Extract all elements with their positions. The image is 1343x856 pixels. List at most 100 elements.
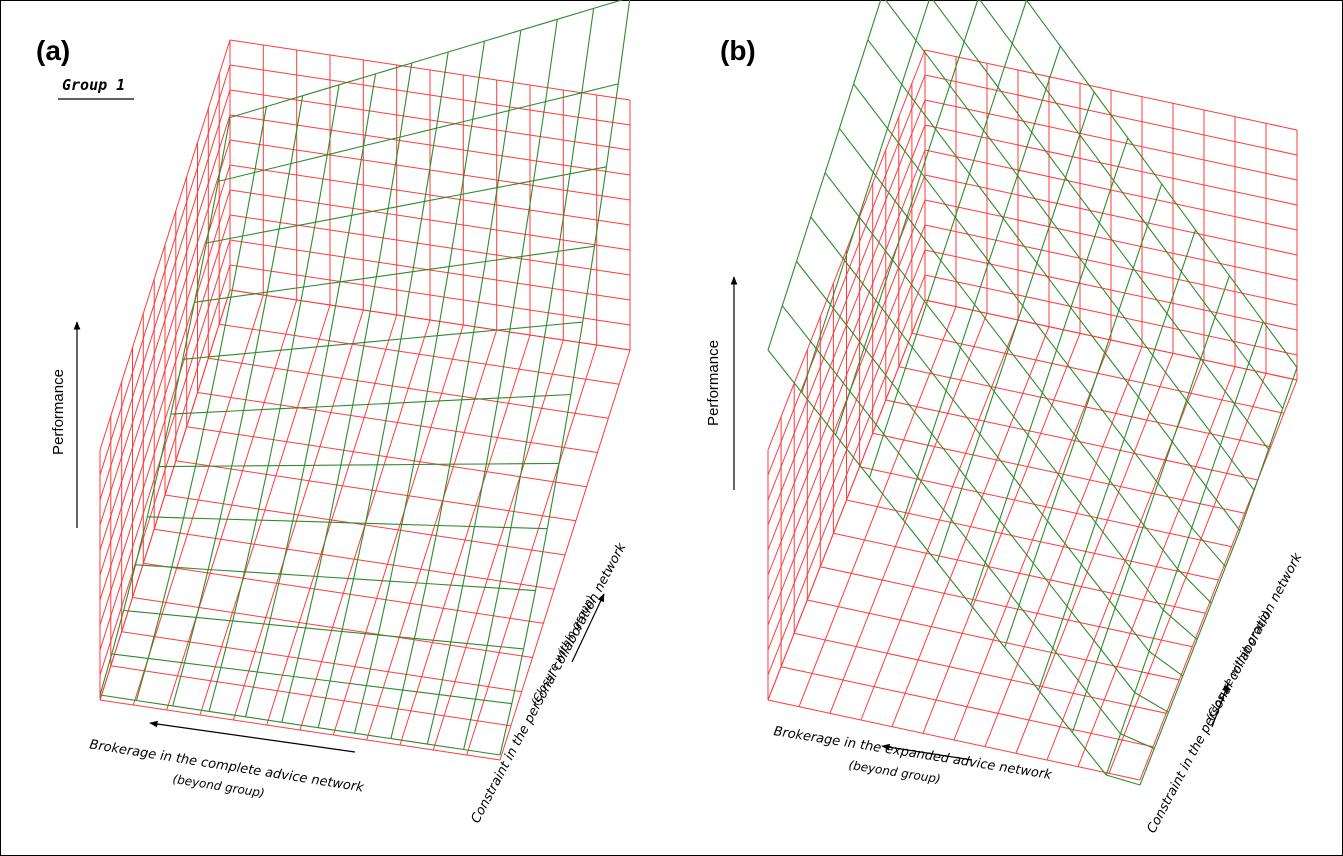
- surface-mesh-line: [1137, 355, 1154, 398]
- surface-mesh-line: [1253, 449, 1270, 491]
- surface-mesh-line: [424, 193, 462, 202]
- wall-grid-line: [99, 289, 231, 701]
- surface-mesh-line: [1095, 480, 1111, 523]
- surface-mesh-line: [269, 623, 306, 629]
- surface-mesh-line: [1066, 605, 1102, 650]
- surface-mesh-line: [427, 743, 464, 751]
- surface-mesh-line: [206, 235, 243, 244]
- wall-grid-line: [924, 49, 1298, 131]
- surface-mesh-line: [1171, 400, 1188, 442]
- surface-mesh-line: [1013, 435, 1029, 478]
- surface-mesh-line: [1080, 564, 1116, 609]
- surface-mesh-line: [520, 18, 558, 31]
- surface-mesh-line: [171, 566, 209, 571]
- surface-mesh-line: [1106, 774, 1141, 786]
- surface-mesh-line: [877, 260, 894, 305]
- surface-mesh-line: [974, 261, 990, 305]
- surface-mesh-line: [411, 51, 449, 64]
- wall-grid-line: [99, 214, 231, 626]
- surface-mesh-line: [1162, 568, 1179, 611]
- surface-mesh-line: [569, 92, 583, 174]
- floor-grid-line: [1015, 353, 1174, 754]
- surface-mesh-line: [389, 524, 403, 582]
- surface-mesh-line: [353, 685, 367, 734]
- surface-mesh-line: [1185, 358, 1202, 401]
- surface-mesh-line: [1219, 444, 1255, 491]
- surface-mesh-line: [1100, 607, 1116, 650]
- surface-mesh-line: [326, 84, 340, 155]
- surface-mesh-line: [509, 256, 523, 329]
- surface-mesh-line: [521, 180, 535, 257]
- surface-mesh-line: [219, 465, 233, 520]
- surface-mesh-line: [998, 477, 1015, 521]
- surface-mesh-line: [1282, 367, 1298, 409]
- surface-mesh-line: [328, 464, 342, 523]
- surface-mesh-line: [801, 348, 817, 393]
- wall-grid-line: [924, 274, 1298, 356]
- surface-mesh-line: [292, 465, 306, 522]
- surface-mesh-line: [328, 341, 365, 347]
- surface-mesh-line: [303, 281, 341, 288]
- surface-mesh-line: [1114, 566, 1131, 609]
- surface-mesh-line: [1089, 352, 1106, 395]
- wall-grid-line: [99, 39, 231, 451]
- surface-mesh-line: [1002, 175, 1019, 219]
- wall-grid-line: [229, 189, 631, 251]
- surface-mesh-line: [290, 95, 304, 164]
- surface-mesh-line: [534, 393, 571, 397]
- surface-mesh-line: [1095, 522, 1130, 567]
- surface-mesh-line: [1055, 307, 1072, 351]
- surface-mesh-line: [1038, 689, 1073, 733]
- surface-mesh-line: [450, 641, 488, 646]
- surface-mesh-line: [1086, 690, 1121, 735]
- surface-mesh-line: [449, 399, 463, 465]
- surface-mesh-line: [436, 118, 473, 129]
- surface-mesh-line: [377, 581, 391, 636]
- surface-mesh-line: [448, 194, 462, 267]
- surface-mesh-line: [1234, 362, 1250, 405]
- surface-mesh-line: [1018, 563, 1034, 606]
- surface-mesh-line: [1205, 445, 1221, 487]
- surface-mesh-line: [400, 335, 438, 340]
- surface-mesh-line: [911, 346, 947, 392]
- panel-b: (b) Performance Brokerage in the expande…: [705, 0, 1306, 836]
- surface-mesh-line: [399, 127, 437, 138]
- surface-mesh-line: [1113, 137, 1129, 181]
- surface-mesh-line: [267, 408, 281, 466]
- surface-mesh-line: [545, 92, 582, 103]
- floor-grid-line: [984, 346, 1143, 747]
- surface-mesh-line: [1008, 348, 1043, 394]
- surface-mesh-line: [353, 578, 391, 582]
- surface-mesh-line: [413, 401, 427, 465]
- surface-mesh-line: [1056, 349, 1091, 395]
- surface-mesh-line: [1146, 183, 1163, 227]
- surface-mesh-line: [389, 580, 427, 585]
- surface-mesh-line: [796, 261, 831, 305]
- surface-mesh-line: [1032, 520, 1049, 564]
- surface-mesh-line: [474, 526, 511, 529]
- surface-mesh-line: [402, 638, 416, 691]
- surface-mesh-line: [1200, 317, 1216, 359]
- surface-mesh-line: [318, 727, 355, 734]
- surface-mesh-line: [255, 465, 269, 521]
- surface-mesh-line: [1027, 434, 1063, 480]
- surface-mesh-line: [193, 242, 207, 303]
- surface-mesh-line: [473, 328, 511, 333]
- surface-mesh-line: [1013, 477, 1048, 522]
- surface-mesh-line: [412, 266, 450, 273]
- surface-mesh-line: [1225, 530, 1241, 568]
- wall-grid-line: [924, 249, 1298, 331]
- surface-mesh-line: [508, 101, 546, 112]
- surface-mesh-line: [582, 246, 596, 323]
- surface-mesh-line: [293, 675, 331, 682]
- surface-mesh-line: [1052, 606, 1068, 649]
- surface-mesh-line: [267, 286, 304, 293]
- surface-mesh-line: [1050, 220, 1086, 266]
- surface-mesh-line: [801, 392, 837, 436]
- wall-grid-line: [99, 139, 231, 551]
- panel-a-y-axis-sublabel: (Closure within group): [528, 593, 597, 707]
- surface-mesh-line: [945, 390, 981, 435]
- surface-mesh-line: [1017, 175, 1052, 221]
- surface-mesh-line: [544, 19, 558, 102]
